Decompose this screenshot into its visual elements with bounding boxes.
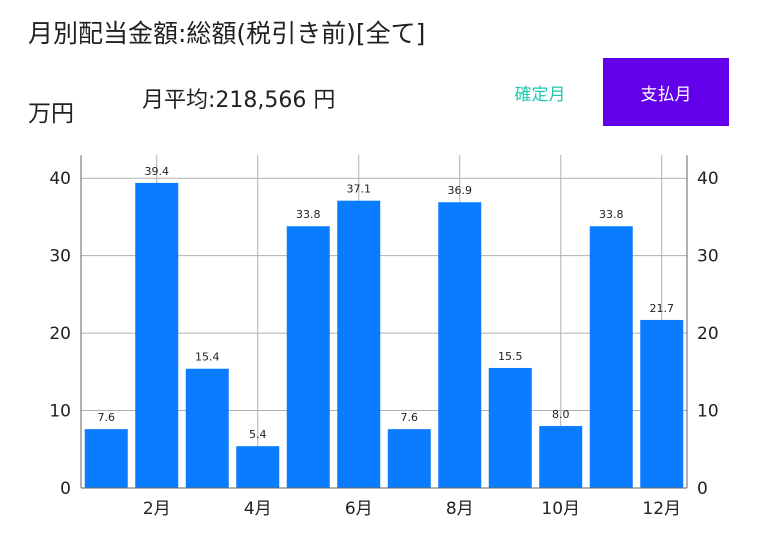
y-tick-label-left: 0 xyxy=(60,479,71,499)
y-tick-label-right: 30 xyxy=(697,247,719,267)
x-tick-label: 6月 xyxy=(345,499,373,519)
data-label: 15.4 xyxy=(195,351,220,364)
bar xyxy=(286,226,330,488)
data-label: 15.5 xyxy=(498,350,523,363)
bars xyxy=(84,182,684,488)
y-tick-label-right: 20 xyxy=(697,324,719,344)
data-label: 37.1 xyxy=(347,183,372,196)
axes xyxy=(80,155,688,489)
data-label: 21.7 xyxy=(650,302,675,315)
data-label: 33.8 xyxy=(599,208,624,221)
bar xyxy=(438,202,482,488)
y-tick-label-left: 20 xyxy=(49,324,71,344)
y-tick-label-right: 40 xyxy=(697,169,719,189)
bar xyxy=(185,368,229,488)
data-label: 5.4 xyxy=(249,428,267,441)
data-label: 7.6 xyxy=(98,411,116,424)
x-tick-label: 4月 xyxy=(244,499,272,519)
payment-month-button[interactable]: 支払月 xyxy=(603,58,729,126)
bar xyxy=(539,426,583,488)
bar xyxy=(640,319,684,488)
unit-label: 万円 xyxy=(28,101,74,127)
monthly-average: 月平均:218,566 円 xyxy=(142,88,336,113)
bar xyxy=(135,182,179,488)
bar xyxy=(488,367,532,488)
y-tick-label-left: 30 xyxy=(49,247,71,267)
confirmed-month-button[interactable]: 確定月 xyxy=(495,72,585,112)
bar xyxy=(236,446,280,488)
labels: 0 0 10 10 20 20 30 30 40 40 2月 4月 6月 8月 10月 12月 7.6 39.4 1… xyxy=(49,165,718,519)
x-tick-label: 2月 xyxy=(143,499,171,519)
bar xyxy=(387,429,431,488)
bar xyxy=(337,200,381,488)
data-label: 36.9 xyxy=(448,184,473,197)
data-label: 7.6 xyxy=(401,411,419,424)
y-tick-label-right: 10 xyxy=(697,402,719,422)
data-label: 8.0 xyxy=(552,408,570,421)
x-tick-label: 8月 xyxy=(446,499,474,519)
bar xyxy=(589,226,633,488)
y-tick-label-right: 0 xyxy=(697,479,708,499)
chart-title: 月別配当金額:総額(税引き前)[全て] xyxy=(28,19,426,48)
x-tick-label: 10月 xyxy=(541,499,580,519)
x-tick-label: 12月 xyxy=(642,499,681,519)
data-label: 33.8 xyxy=(296,208,321,221)
bar xyxy=(84,429,128,488)
y-tick-label-left: 40 xyxy=(49,169,71,189)
data-label: 39.4 xyxy=(145,165,170,178)
y-tick-label-left: 10 xyxy=(49,402,71,422)
